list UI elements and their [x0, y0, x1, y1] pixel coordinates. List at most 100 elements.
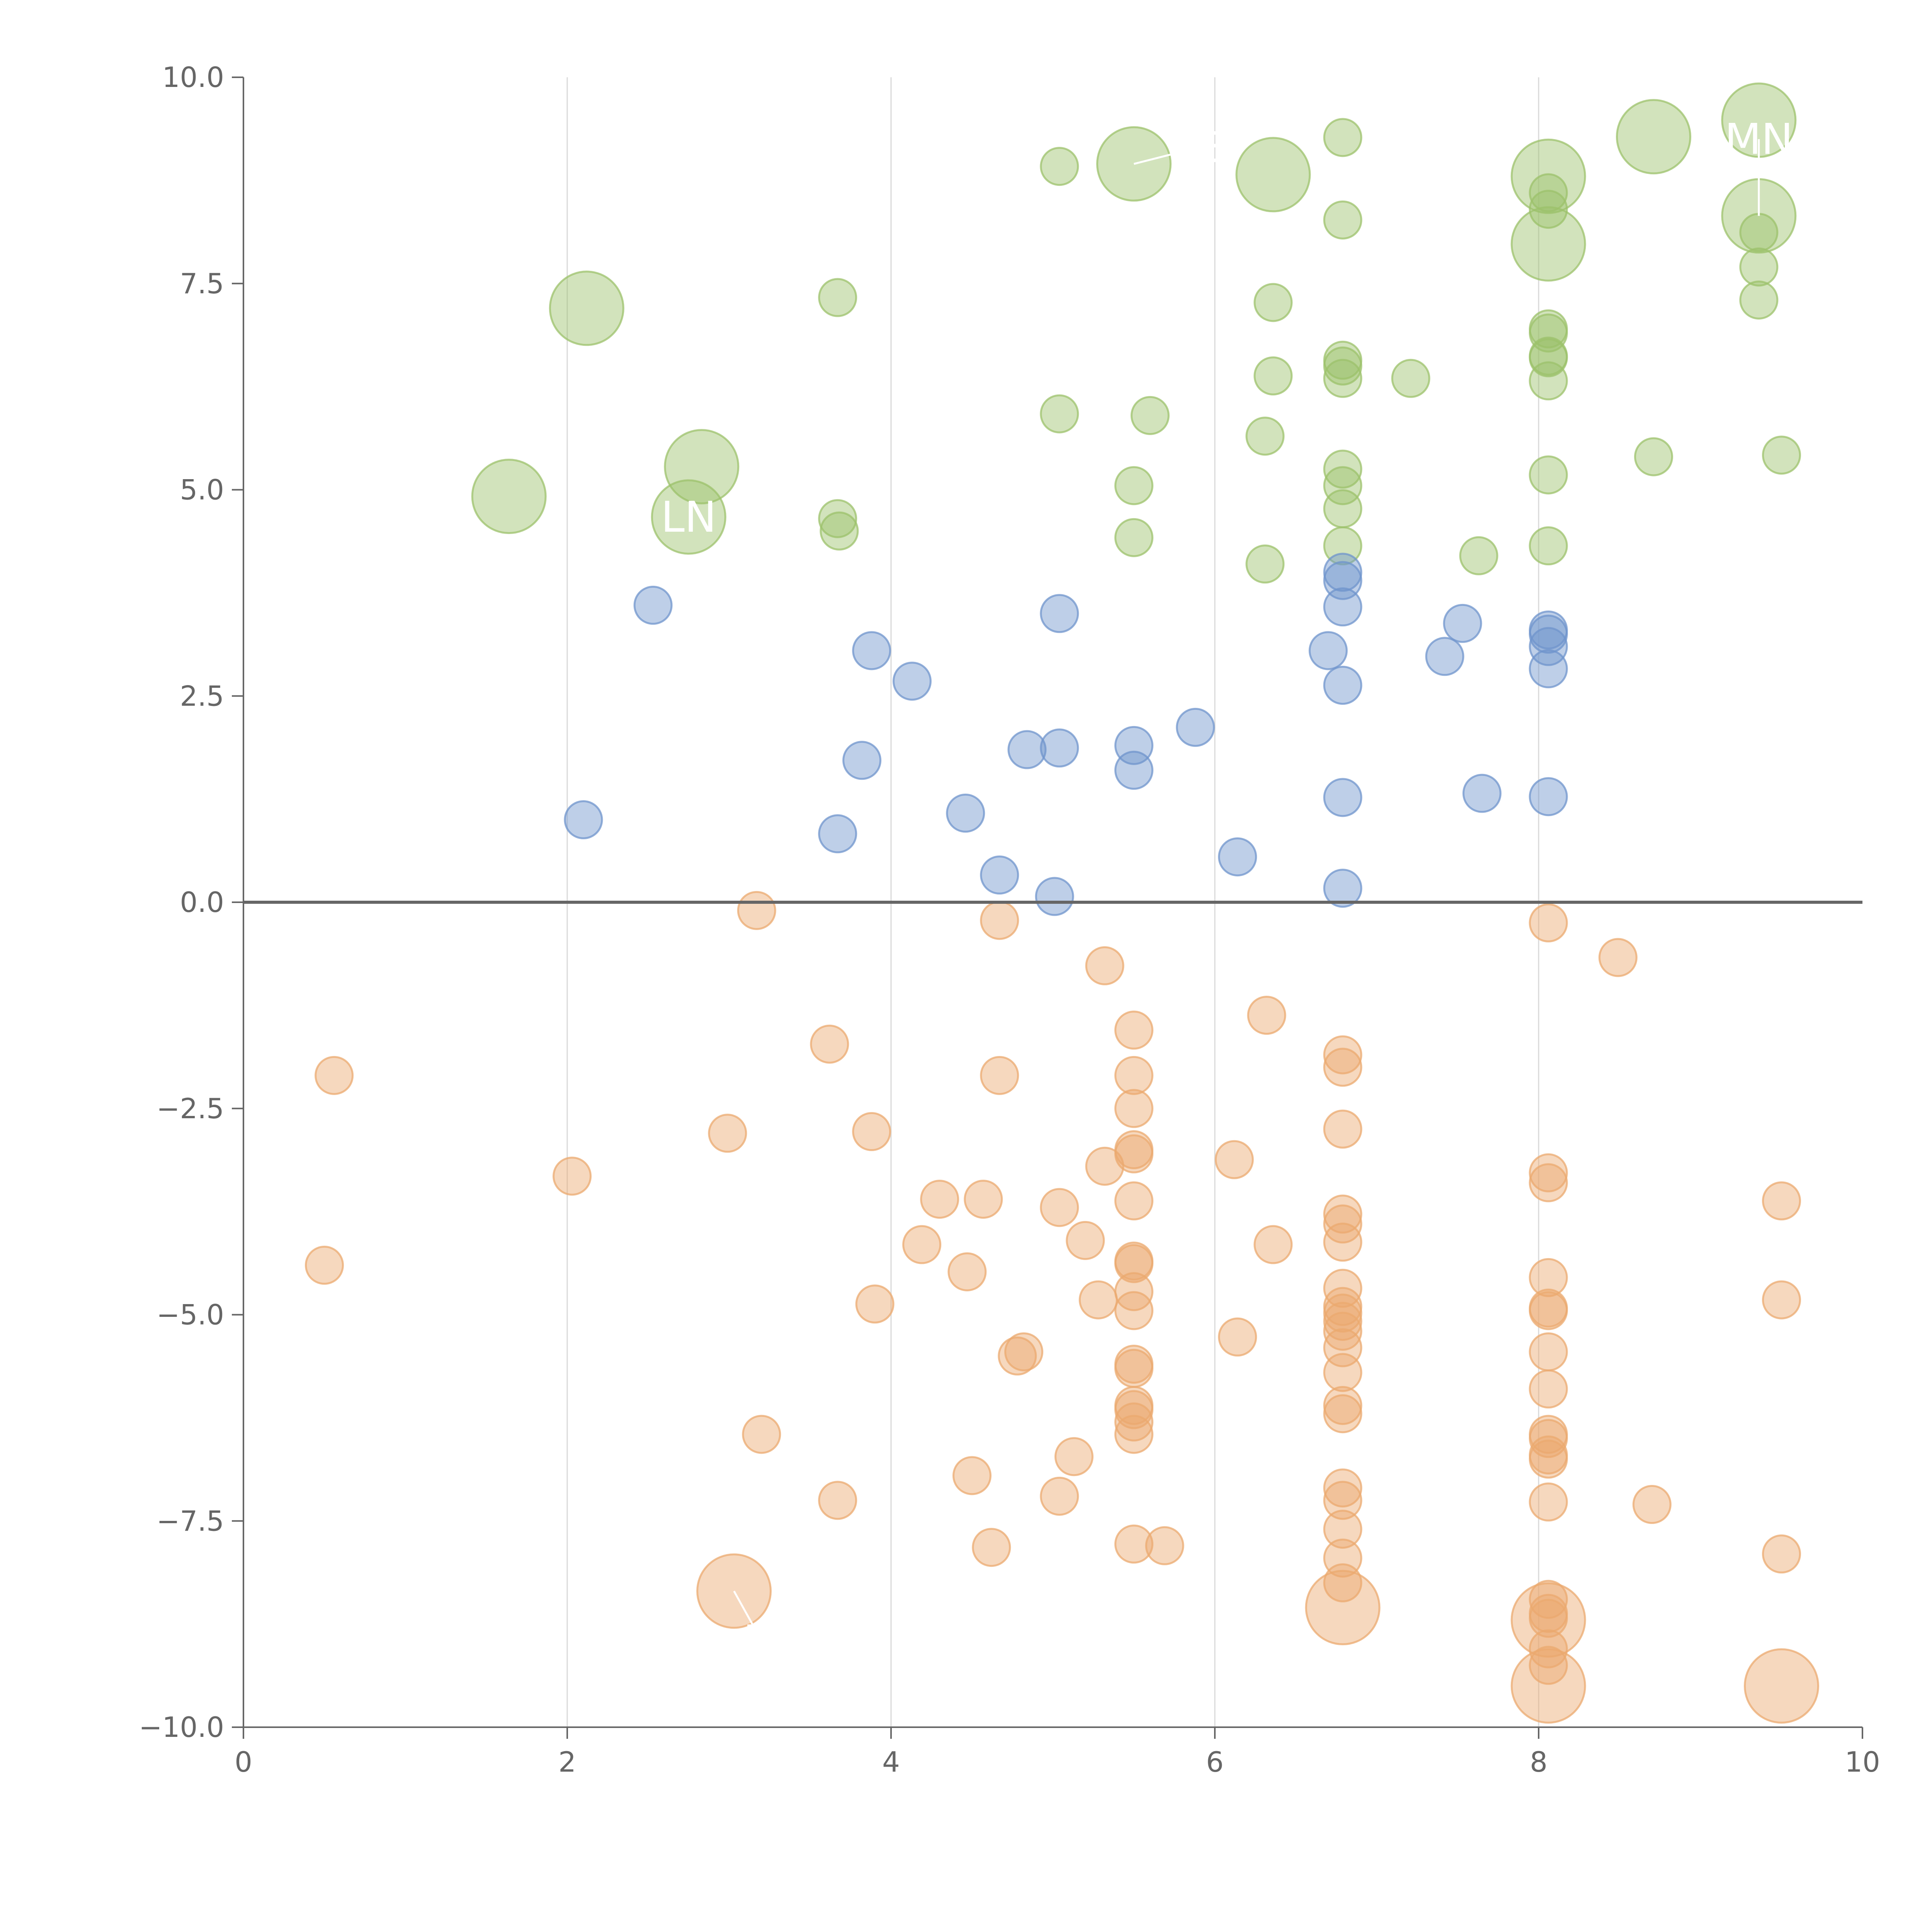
scatter-point	[553, 1156, 592, 1196]
scatter-point	[1529, 903, 1568, 942]
scatter-point	[1632, 1485, 1672, 1524]
y-tick-label: 0.0	[180, 886, 224, 918]
scatter-point	[1040, 1476, 1079, 1516]
scatter-point	[1040, 1188, 1079, 1227]
scatter-point	[1176, 707, 1215, 747]
scatter-point	[1114, 1010, 1153, 1050]
scatter-point	[1529, 1369, 1568, 1409]
scatter-point	[947, 1252, 987, 1291]
y-tick-label: −5.0	[156, 1299, 224, 1331]
scatter-point	[998, 1336, 1037, 1376]
scatter-point	[980, 855, 1019, 895]
x-tick-label: 2	[558, 1746, 576, 1778]
scatter-point	[1253, 283, 1293, 322]
scatter-point	[1253, 1225, 1293, 1264]
scatter-point	[1323, 778, 1362, 817]
scatter-point	[1323, 1048, 1362, 1087]
scatter-point	[1510, 1582, 1586, 1658]
scatter-point	[1323, 587, 1362, 627]
scatter-point	[1762, 1280, 1801, 1320]
scatter-point	[1744, 1648, 1819, 1724]
scatter-point	[1040, 147, 1079, 186]
scatter-point	[1114, 1402, 1153, 1442]
scatter-point	[972, 1528, 1011, 1567]
scatter-point	[1040, 594, 1079, 633]
data-series	[243, 82, 1862, 1724]
scatter-point	[1323, 1311, 1362, 1351]
scatter-point	[1529, 777, 1568, 816]
y-tick-label: −7.5	[156, 1505, 224, 1537]
scatter-point	[1323, 489, 1362, 529]
x-tick-label: 8	[1530, 1746, 1548, 1778]
callout-label: MN	[1725, 114, 1793, 164]
scatter-point	[1598, 938, 1638, 977]
scatter-point	[1425, 637, 1464, 676]
scatter-point	[842, 741, 882, 780]
scatter-point	[1529, 1153, 1568, 1192]
scatter-point	[1323, 1035, 1362, 1075]
scatter-point	[1323, 553, 1362, 592]
scatter-point	[1323, 1394, 1362, 1434]
scatter-point	[1114, 1415, 1153, 1454]
scatter-point	[1323, 118, 1362, 157]
scatter-point	[1443, 604, 1482, 643]
scatter-point	[818, 278, 857, 317]
scatter-point	[1323, 1223, 1362, 1262]
scatter-point	[1529, 1646, 1568, 1685]
scatter-point	[952, 1456, 992, 1495]
scatter-point	[1462, 774, 1502, 813]
scatter-point	[820, 511, 859, 551]
scatter-point	[1323, 1109, 1362, 1149]
scatter-point	[855, 1284, 895, 1324]
scatter-point	[1247, 995, 1286, 1035]
scatter-point	[1085, 946, 1124, 985]
scatter-point	[1007, 730, 1047, 769]
scatter-point	[1323, 449, 1362, 489]
scatter-point	[1114, 1134, 1153, 1173]
scatter-point	[1739, 213, 1779, 252]
x-tick-label: 0	[235, 1746, 252, 1778]
scatter-point	[1459, 536, 1498, 575]
scatter-point	[1114, 1291, 1153, 1330]
scatter-point	[1762, 435, 1801, 475]
scatter-point	[946, 793, 985, 833]
x-tick-label: 10	[1845, 1746, 1880, 1778]
scatter-point	[1323, 466, 1362, 505]
scatter-point	[1762, 1534, 1801, 1574]
scatter-point	[1308, 631, 1348, 670]
y-tick-label: 7.5	[180, 267, 224, 300]
scatter-point	[1529, 173, 1568, 213]
scatter-point	[1214, 1140, 1254, 1179]
scatter-point	[1040, 728, 1079, 768]
scatter-point	[1762, 1181, 1801, 1221]
scatter-point	[1114, 1181, 1153, 1221]
scatter-point	[1529, 338, 1568, 378]
scatter-point	[1739, 247, 1779, 287]
scatter-point	[1245, 544, 1285, 584]
scatter-point	[742, 1415, 781, 1454]
scatter-point	[1323, 1510, 1362, 1549]
scatter-point	[1114, 1349, 1153, 1388]
scatter-point	[1323, 346, 1362, 386]
callouts: ZE LN MN M	[661, 114, 1793, 1665]
scatter-point	[1616, 99, 1691, 175]
scatter-point	[708, 1114, 747, 1153]
scatter-point	[1529, 526, 1568, 566]
scatter-point	[1066, 1221, 1105, 1260]
scatter-point	[1054, 1437, 1094, 1476]
scatter-point	[818, 814, 857, 854]
scatter-point	[549, 270, 624, 346]
scatter-point	[810, 1024, 849, 1064]
y-tick-label: 2.5	[180, 680, 224, 712]
scatter-point	[1114, 1244, 1153, 1283]
scatter-point	[315, 1056, 354, 1095]
x-tick-label: 6	[1206, 1746, 1224, 1778]
scatter-point	[980, 901, 1019, 940]
callout-label: LN	[661, 492, 716, 542]
scatter-point	[892, 662, 932, 701]
callout-leader-line	[733, 1590, 762, 1641]
scatter-point	[1510, 206, 1586, 282]
scatter-point	[1323, 1194, 1362, 1234]
scatter-point	[1130, 396, 1170, 435]
